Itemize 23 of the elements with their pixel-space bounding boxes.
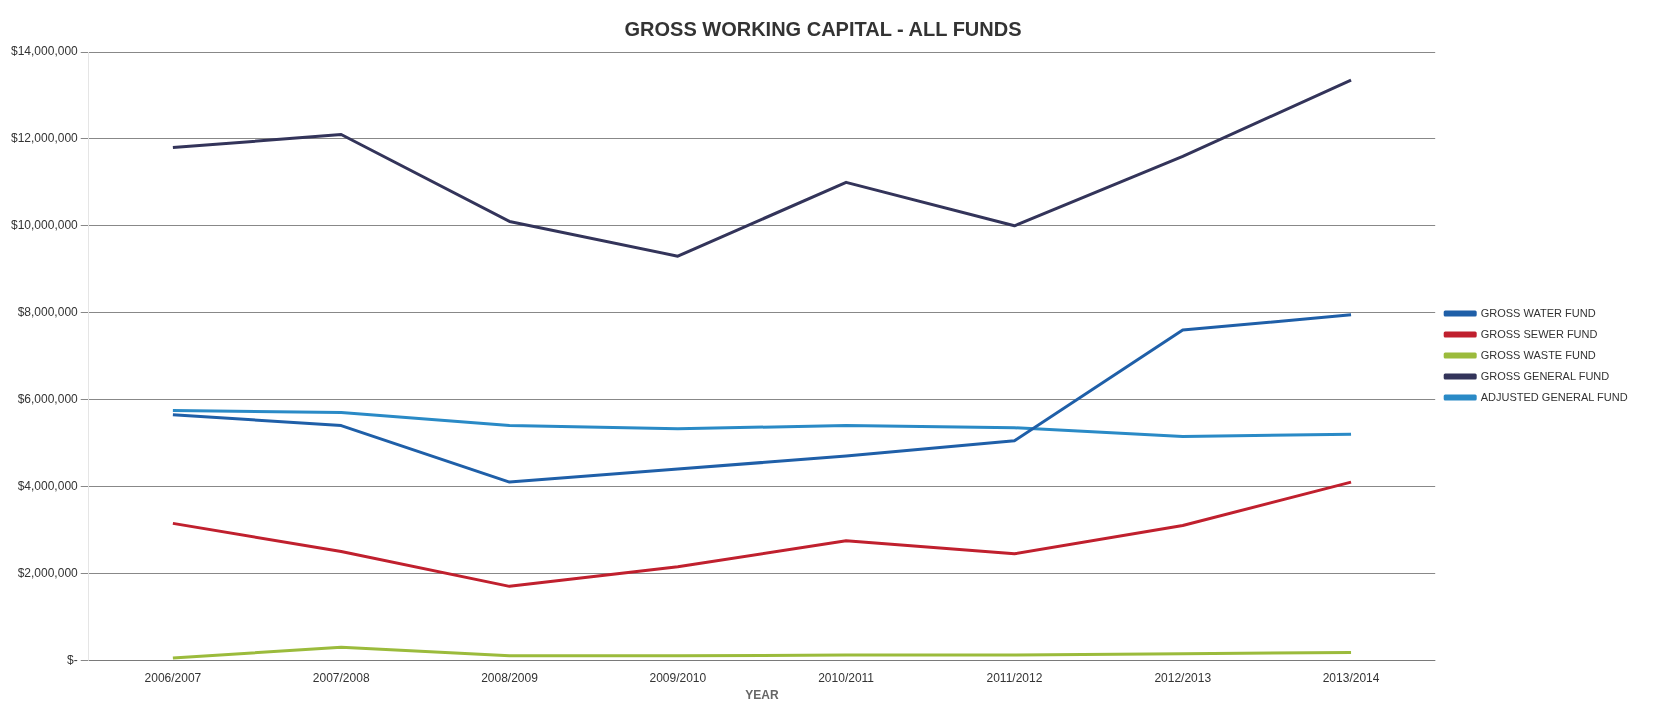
- y-tick-label: $8,000,000: [17, 304, 79, 319]
- legend-label: GROSS WATER FUND: [1480, 306, 1596, 319]
- y-tick-label: $10,000,000: [11, 218, 79, 233]
- legend-label: ADJUSTED GENERAL FUND: [1480, 390, 1628, 403]
- y-tick-label: $6,000,000: [17, 391, 79, 406]
- x-axis-title: YEAR: [745, 688, 779, 703]
- x-tick-label: 2008/2009: [481, 670, 539, 685]
- y-tick-label: $2,000,000: [17, 565, 79, 580]
- y-tick-label: $14,000,000: [11, 44, 79, 59]
- y-tick-label: $-: [67, 652, 78, 667]
- chart-title: GROSS WORKING CAPITAL - ALL FUNDS: [624, 17, 1022, 40]
- x-tick-label: 2010/2011: [818, 670, 875, 685]
- legend-label: GROSS WASTE FUND: [1480, 348, 1596, 361]
- x-tick-label: 2007/2008: [312, 670, 370, 685]
- x-tick-label: 2012/2013: [1154, 670, 1212, 685]
- legend-label: GROSS SEWER FUND: [1480, 327, 1598, 340]
- x-tick-label: 2011/2012: [986, 670, 1043, 685]
- x-tick-label: 2009/2010: [649, 670, 707, 685]
- x-tick-label: 2013/2014: [1322, 670, 1380, 685]
- legend-label: GROSS GENERAL FUND: [1480, 369, 1610, 382]
- x-tick-label: 2006/2007: [144, 670, 202, 685]
- y-tick-label: $4,000,000: [17, 478, 79, 493]
- y-tick-label: $12,000,000: [11, 131, 79, 146]
